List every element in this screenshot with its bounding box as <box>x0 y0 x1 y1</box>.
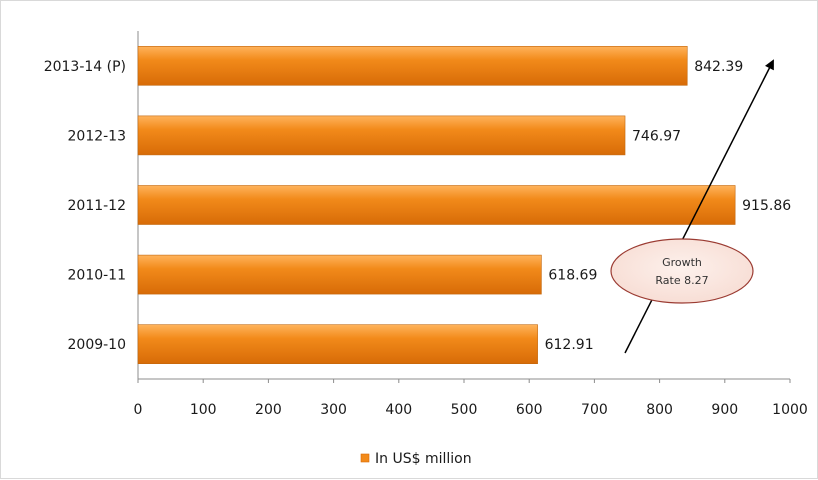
growth-ellipse <box>610 238 754 304</box>
data-label: 618.69 <box>548 268 597 284</box>
data-label: 746.97 <box>632 128 681 144</box>
bar <box>137 45 688 86</box>
x-tick-label: 300 <box>320 402 347 418</box>
legend-label: In US$ million <box>375 451 472 467</box>
bar <box>137 115 626 156</box>
x-tick-label: 200 <box>255 402 282 418</box>
x-tick-label: 1000 <box>772 402 808 418</box>
x-tick-label: 900 <box>711 402 738 418</box>
x-tick-label: 700 <box>581 402 608 418</box>
growth-rate-label: Rate 8.27 <box>655 274 708 287</box>
data-label: 842.39 <box>694 59 743 75</box>
x-tick-label: 500 <box>451 402 478 418</box>
x-tick-label: 800 <box>646 402 673 418</box>
category-label: 2012-13 <box>68 128 127 144</box>
x-tick-label: 100 <box>190 402 217 418</box>
x-tick-label: 600 <box>516 402 543 418</box>
growth-arrow <box>624 59 774 354</box>
data-label: 612.91 <box>545 337 594 353</box>
bar <box>137 254 542 295</box>
category-label: 2013-14 (P) <box>44 59 126 75</box>
bar <box>137 324 538 365</box>
x-tick-label: 0 <box>134 402 143 418</box>
x-tick-label: 400 <box>385 402 412 418</box>
category-label: 2009-10 <box>68 337 127 353</box>
category-label: 2010-11 <box>68 268 127 284</box>
growth-label: Growth <box>662 256 702 269</box>
bar <box>137 185 736 225</box>
legend-swatch <box>360 453 370 463</box>
category-label: 2011-12 <box>68 198 127 214</box>
data-label: 915.86 <box>742 198 791 214</box>
